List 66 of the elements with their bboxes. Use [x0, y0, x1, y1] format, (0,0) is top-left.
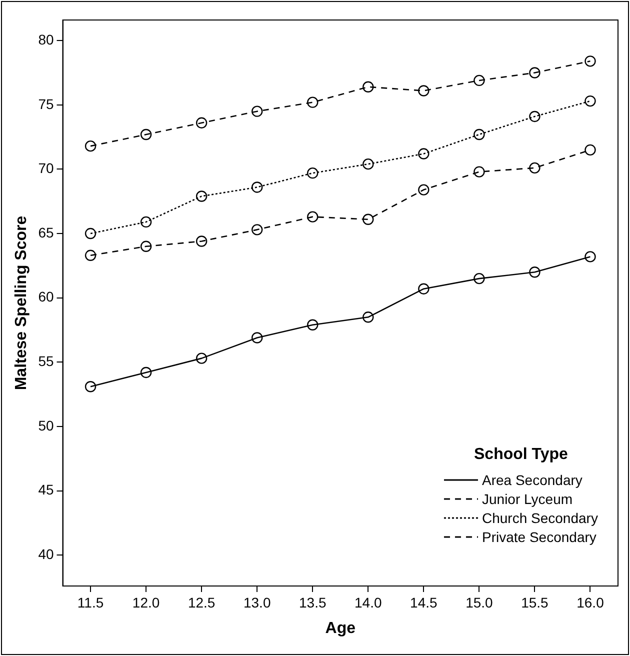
y-tick-label: 75	[38, 96, 54, 112]
point	[529, 67, 540, 78]
y-tick-label: 60	[38, 288, 54, 305]
point	[307, 211, 318, 222]
point	[307, 96, 318, 108]
point	[140, 366, 152, 378]
point	[196, 117, 208, 129]
x-tick-label: 14.0	[354, 594, 382, 610]
y-tick-label: 55	[38, 353, 54, 370]
x-tick-label: 15.5	[521, 594, 549, 610]
point	[362, 81, 374, 92]
legend-title: School Type	[473, 446, 569, 464]
point	[584, 56, 596, 67]
point	[140, 128, 152, 140]
y-tick-label: 45	[38, 482, 54, 498]
y-axis-title: Maltese Spelling Score	[13, 216, 30, 390]
point	[529, 110, 540, 122]
x-tick-label: 14.5	[410, 594, 438, 610]
point	[362, 214, 374, 225]
point	[196, 236, 208, 247]
point	[252, 332, 263, 344]
point	[196, 190, 208, 202]
point	[140, 240, 152, 252]
legend-label: Junior Lyceum	[482, 490, 573, 506]
point	[418, 283, 430, 294]
legend-label: Private Secondary	[482, 528, 596, 544]
x-tick-label: 13.5	[299, 594, 326, 610]
point	[418, 148, 430, 160]
point	[84, 228, 96, 240]
point	[362, 158, 374, 170]
point	[362, 312, 374, 323]
point	[418, 85, 430, 96]
legend-label: Area Secondary	[482, 472, 582, 488]
y-tick-label: 40	[38, 546, 54, 562]
y-tick-label: 50	[38, 417, 54, 434]
point	[252, 224, 263, 236]
y-tick-label: 80	[38, 31, 54, 48]
point	[584, 144, 596, 156]
point	[474, 272, 485, 284]
x-tick-label: 13.0	[243, 594, 271, 610]
point	[252, 106, 263, 117]
point	[196, 352, 208, 364]
x-axis-title: Age	[325, 620, 356, 637]
point	[474, 166, 485, 178]
x-tick-label: 15.0	[466, 594, 494, 610]
point	[529, 162, 540, 174]
y-tick-label: 70	[38, 160, 54, 176]
point	[584, 251, 596, 262]
x-tick-label: 12.0	[132, 594, 160, 610]
legend-label: Church Secondary	[482, 510, 598, 526]
x-tick-label: 16.0	[576, 594, 604, 610]
point	[529, 266, 540, 278]
y-tick-label: 65	[38, 224, 54, 240]
x-tick-label: 11.5	[77, 594, 104, 610]
point	[474, 128, 485, 140]
x-tick-label: 12.5	[188, 594, 216, 610]
point	[307, 167, 318, 179]
point	[140, 216, 152, 228]
point	[84, 381, 96, 392]
point	[84, 140, 96, 152]
point	[307, 319, 318, 330]
point	[418, 184, 430, 196]
point	[474, 74, 485, 86]
point	[252, 182, 263, 193]
point	[584, 95, 596, 107]
point	[84, 250, 96, 262]
